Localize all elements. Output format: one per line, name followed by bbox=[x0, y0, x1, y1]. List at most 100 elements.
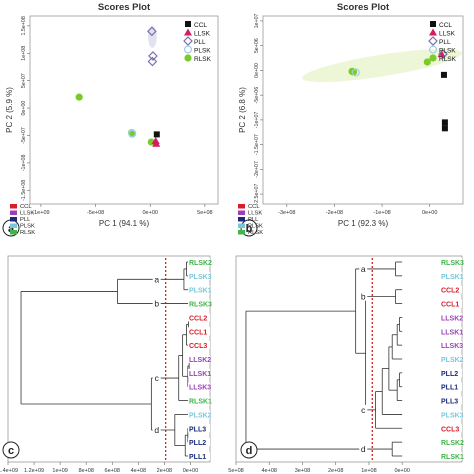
confidence-ellipse bbox=[148, 25, 157, 48]
cluster-label: a bbox=[154, 274, 159, 284]
cluster-label: d bbox=[361, 444, 366, 454]
x-axis-label: PC 1 (94.1 %) bbox=[99, 219, 150, 228]
leaf-label: RLSK1 bbox=[189, 399, 212, 406]
data-point bbox=[441, 119, 448, 126]
leaf-label-bg bbox=[188, 396, 210, 405]
legend-label: CCL bbox=[248, 204, 260, 210]
leaf-label-bg bbox=[188, 382, 210, 391]
y-tick-label: -2.5e+07 bbox=[254, 184, 260, 205]
leaf-label: CCL2 bbox=[441, 288, 459, 295]
data-point bbox=[151, 136, 160, 144]
cluster-label-bg bbox=[152, 298, 161, 308]
x-tick-label: 8e+08 bbox=[78, 468, 93, 474]
legend-marker bbox=[184, 45, 193, 54]
y-tick-label: -5e+06 bbox=[254, 87, 260, 104]
leaf-label: LLSK1 bbox=[441, 329, 463, 336]
legend-marker bbox=[185, 21, 191, 27]
legend-label: LLSK bbox=[194, 31, 211, 38]
cluster-label: b bbox=[361, 292, 366, 302]
leaf-label: LLSK2 bbox=[189, 357, 211, 364]
cluster-label-bg bbox=[359, 444, 368, 454]
x-tick-label: 0e+00 bbox=[143, 210, 158, 216]
legend-label: CCL bbox=[194, 22, 207, 29]
cluster-label-bg bbox=[152, 425, 161, 435]
leaf-label-bg bbox=[440, 452, 462, 460]
data-point bbox=[440, 71, 447, 78]
x-tick-label: 6e+08 bbox=[105, 468, 120, 474]
x-tick-label: 1.2e+09 bbox=[24, 468, 44, 474]
legend-label: RLSK bbox=[248, 230, 263, 236]
panel-label-text: a bbox=[8, 223, 15, 235]
leaf-label: PLL1 bbox=[441, 385, 458, 392]
data-point bbox=[147, 26, 157, 37]
leaf-label: CCL2 bbox=[189, 315, 207, 322]
leaf-label-bg bbox=[188, 438, 210, 447]
leaf-label: PLL1 bbox=[189, 454, 206, 461]
legend-label: RLSK bbox=[194, 56, 212, 63]
chart-title: Scores Plot bbox=[98, 2, 151, 13]
leaf-label: RLSK2 bbox=[441, 440, 464, 447]
y-tick-label: -1e+07 bbox=[254, 112, 260, 129]
x-tick-label: 4e+08 bbox=[131, 468, 146, 474]
legend-marker bbox=[183, 36, 193, 46]
legend-swatch bbox=[10, 204, 17, 209]
x-axis-label: PC 1 (92.3 %) bbox=[338, 219, 389, 228]
x-tick-label: -3e+08 bbox=[278, 210, 295, 216]
leaf-label-bg bbox=[188, 341, 210, 350]
data-point bbox=[128, 129, 137, 138]
leaf-label: LLSK3 bbox=[189, 385, 211, 392]
y-axis-label: PC 2 (5.9 %) bbox=[5, 87, 14, 133]
leaf-label: PLSK3 bbox=[441, 412, 464, 419]
leaf-label: PLSK1 bbox=[189, 288, 212, 295]
y-tick-label: 0e+00 bbox=[21, 101, 27, 116]
leaf-label-bg bbox=[440, 368, 462, 377]
legend-label: RLSK bbox=[20, 230, 35, 236]
legend-marker bbox=[428, 36, 438, 46]
legend-label: PLL bbox=[194, 39, 206, 46]
cluster-label: c bbox=[361, 405, 366, 415]
x-tick-label: 0e+00 bbox=[394, 468, 409, 474]
panel-label-text: b bbox=[246, 223, 253, 235]
cluster-label-bg bbox=[152, 373, 161, 383]
data-point bbox=[153, 131, 160, 138]
leaf-label: PLSK2 bbox=[441, 357, 464, 364]
legend-swatch bbox=[238, 204, 245, 209]
leaf-label: RLSK2 bbox=[189, 260, 212, 267]
panel-label-text: c bbox=[8, 445, 14, 457]
data-point bbox=[147, 56, 158, 67]
legend-swatch bbox=[10, 223, 17, 228]
legend-marker bbox=[430, 21, 436, 27]
confidence-ellipse bbox=[302, 48, 463, 83]
x-tick-label: 5e+08 bbox=[197, 210, 212, 216]
leaf-label: PLL2 bbox=[189, 440, 206, 447]
y-tick-label: -5e+07 bbox=[21, 127, 27, 144]
data-point bbox=[441, 125, 448, 132]
plot-area bbox=[235, 255, 463, 463]
leaf-label-bg bbox=[440, 341, 462, 350]
x-tick-label: 0e+00 bbox=[422, 210, 437, 216]
leaf-label-bg bbox=[188, 313, 210, 322]
legend-label: RLSK bbox=[439, 56, 457, 63]
leaf-label-bg bbox=[188, 452, 210, 460]
leaf-label: PLSK1 bbox=[441, 274, 464, 281]
leaf-label-bg bbox=[188, 410, 210, 419]
x-tick-label: 0e+00 bbox=[183, 468, 198, 474]
leaf-label: PLL2 bbox=[441, 371, 458, 378]
legend-label: LLSK bbox=[248, 211, 262, 217]
x-tick-label: 1e+09 bbox=[52, 468, 67, 474]
x-tick-label: -1e+08 bbox=[373, 210, 390, 216]
leaf-label-bg bbox=[440, 299, 462, 308]
leaf-label: LLSK2 bbox=[441, 315, 463, 322]
data-point bbox=[351, 68, 360, 77]
leaf-label: PLSK2 bbox=[189, 412, 212, 419]
legend-label: LLSK bbox=[20, 211, 34, 217]
legend-label: PLSK bbox=[194, 48, 211, 55]
cluster-label: a bbox=[361, 264, 366, 274]
x-tick-label: -2e+08 bbox=[326, 210, 343, 216]
legend-swatch bbox=[10, 230, 17, 235]
leaf-label-bg bbox=[440, 396, 462, 405]
leaf-label-bg bbox=[188, 285, 210, 294]
leaf-label-bg bbox=[440, 271, 462, 280]
data-point bbox=[438, 49, 448, 59]
